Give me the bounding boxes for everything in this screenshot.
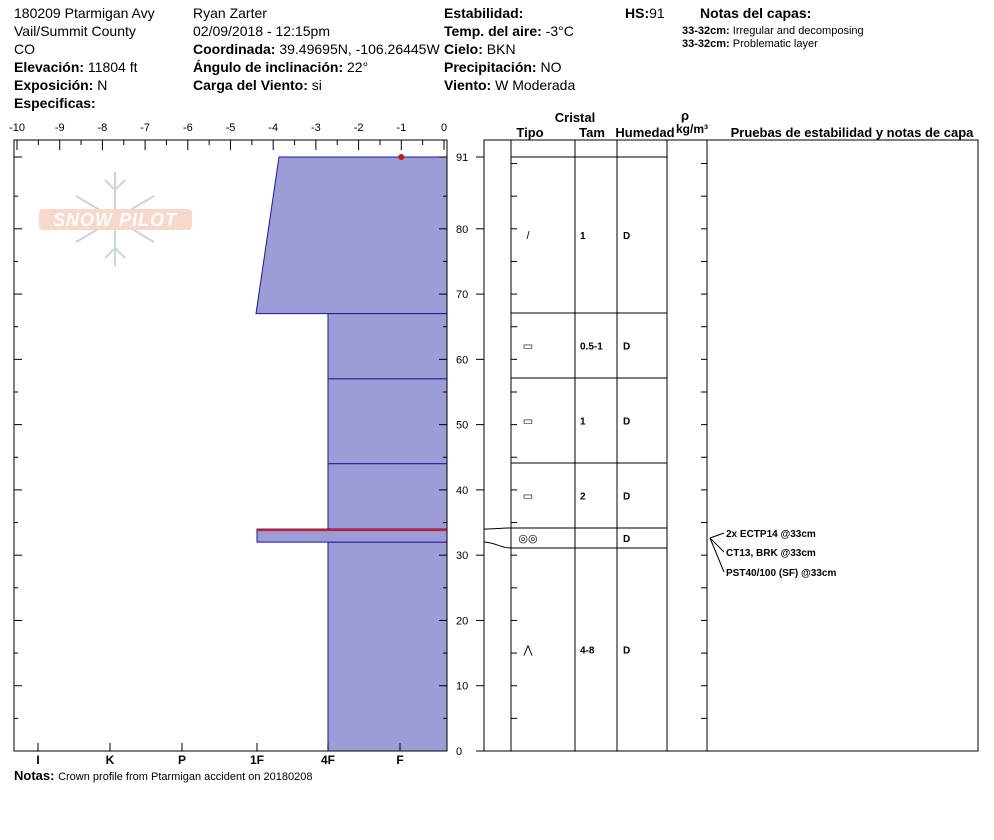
moisture: D xyxy=(623,646,630,657)
moisture: D xyxy=(623,231,630,242)
height-tick-label: 30 xyxy=(456,550,468,562)
grain-type: / xyxy=(526,230,530,242)
grain-size: 2 xyxy=(580,492,586,503)
col-density-unit: kg/m³ xyxy=(676,122,708,136)
layer-notes: 33-32cm: Irregular and decomposing 33-32… xyxy=(682,25,864,51)
col-density-symbol: ρ xyxy=(681,108,689,123)
elevation: Elevación: 11804 ft xyxy=(14,59,138,75)
temp-tick-label: -2 xyxy=(354,122,364,134)
grain-size: 4-8 xyxy=(580,646,595,657)
grain-type: ⋀ xyxy=(522,645,533,657)
temp-tick-label: -1 xyxy=(396,122,406,134)
temp-tick-label: -8 xyxy=(98,122,108,134)
slope-angle: Ángulo de inclinación: 22° xyxy=(193,59,369,75)
moisture: D xyxy=(623,417,630,428)
temp-tick-label: -9 xyxy=(55,122,65,134)
temp-tick-label: -4 xyxy=(268,122,278,134)
layer-notes-title: Notas del capas: xyxy=(700,5,812,21)
moisture: D xyxy=(623,534,630,545)
col-crystal: Cristal xyxy=(555,110,595,125)
snow-layer xyxy=(255,156,448,315)
grain-type: ◎◎ xyxy=(518,533,537,545)
layer-note: 33-32cm: Irregular and decomposing xyxy=(682,25,864,37)
location-line-3: CO xyxy=(14,41,35,57)
snow-height: HS:91 xyxy=(625,5,665,21)
height-tick-label: 91 xyxy=(456,152,468,164)
grain-table: Cristal Tipo Tam Humedad ρ kg/m³ Pruebas… xyxy=(483,108,979,752)
grain-size: 0.5-1 xyxy=(580,342,603,353)
snow-layer xyxy=(327,541,448,752)
stability-test: 2x ECTP14 @33cm xyxy=(726,529,816,540)
grain-type: ▭ xyxy=(523,491,533,503)
col-tests: Pruebas de estabilidad y notas de capa xyxy=(731,125,975,140)
moisture: D xyxy=(623,492,630,503)
grain-size: 1 xyxy=(580,231,586,242)
col-size: Tam xyxy=(579,125,605,140)
temp-tick-label: -10 xyxy=(9,122,25,134)
temp-tick-label: 0 xyxy=(441,122,447,134)
stability: Estabilidad: xyxy=(444,5,524,21)
wind-load: Carga del Viento: si xyxy=(193,77,322,93)
specifics: Especificas: xyxy=(14,95,96,111)
profile-panel: -10 -9 -8 -7 -6 -5 -4 -3 -2 -1 0010203040506070809… xyxy=(9,122,484,767)
stability-test: PST40/100 (SF) @33cm xyxy=(726,568,836,579)
sky: Cielo: BKN xyxy=(444,41,516,57)
height-tick-label: 40 xyxy=(456,485,468,497)
aspect: Exposición: N xyxy=(14,77,108,93)
snow-profile-chart: SNOW PILOT -10 -9 -8 -7 -6 -5 -4 -3 -2 -1 00102030… xyxy=(9,108,979,767)
layer-note: 33-32cm: Problematic layer xyxy=(682,38,818,50)
table-frame xyxy=(483,139,979,752)
hardness-label: 1F xyxy=(250,753,264,767)
weak-layer-connector xyxy=(483,541,512,549)
grain-type: ▭ xyxy=(523,341,533,353)
air-temp: Temp. del aire: -3°C xyxy=(444,23,574,39)
coordinates: Coordinada: 39.49695N, -106.26445W xyxy=(193,41,440,57)
test-pointer xyxy=(709,532,725,539)
hardness-label: K xyxy=(106,753,115,767)
hardness-label: I xyxy=(36,753,39,767)
hardness-label: 4F xyxy=(321,753,335,767)
test-pointer xyxy=(709,537,725,573)
wind: Viento: W Moderada xyxy=(444,77,576,93)
grain-type: ▭ xyxy=(523,416,533,428)
moisture: D xyxy=(623,342,630,353)
location-block: 180209 Ptarmigan Avy Vail/Summit County … xyxy=(14,4,155,112)
hardness-label: P xyxy=(178,753,186,767)
height-tick-label: 80 xyxy=(456,224,468,236)
col-type: Tipo xyxy=(516,125,543,140)
temp-tick-label: -3 xyxy=(311,122,321,134)
height-tick-label: 20 xyxy=(456,615,468,627)
temp-tick-label: -6 xyxy=(183,122,193,134)
notes: Notas: Crown profile from Ptarmigan acci… xyxy=(14,768,313,783)
snow-layer xyxy=(327,463,448,530)
datetime: 02/09/2018 - 12:15pm xyxy=(193,23,330,39)
temp-tick-label: -5 xyxy=(226,122,236,134)
precipitation: Precipitación: NO xyxy=(444,59,562,75)
height-tick-label: 60 xyxy=(456,354,468,366)
location-line-1: 180209 Ptarmigan Avy xyxy=(14,5,155,21)
test-pointer xyxy=(709,537,725,553)
location-line-2: Vail/Summit County xyxy=(14,23,136,39)
snowpilot-logo: SNOW PILOT xyxy=(39,172,192,266)
stability-test: CT13, BRK @33cm xyxy=(726,548,816,559)
height-tick-label: 70 xyxy=(456,289,468,301)
observation-block: Ryan Zarter 02/09/2018 - 12:15pm Coordin… xyxy=(193,4,440,94)
weak-layer-connector xyxy=(483,527,512,530)
logo-text: SNOW PILOT xyxy=(53,210,178,230)
snow-layer xyxy=(327,313,448,380)
height-tick-label: 10 xyxy=(456,681,468,693)
snow-layer xyxy=(327,378,448,465)
temperature-point xyxy=(398,154,405,160)
temp-tick-label: -7 xyxy=(140,122,150,134)
observer: Ryan Zarter xyxy=(193,5,267,21)
height-tick-label: 0 xyxy=(456,746,462,758)
hardness-label: F xyxy=(396,753,403,767)
conditions-block: Estabilidad: Temp. del aire: -3°C Cielo:… xyxy=(444,4,575,94)
grain-size: 1 xyxy=(580,417,586,428)
height-tick-label: 50 xyxy=(456,420,468,432)
col-moisture: Humedad xyxy=(615,125,674,140)
